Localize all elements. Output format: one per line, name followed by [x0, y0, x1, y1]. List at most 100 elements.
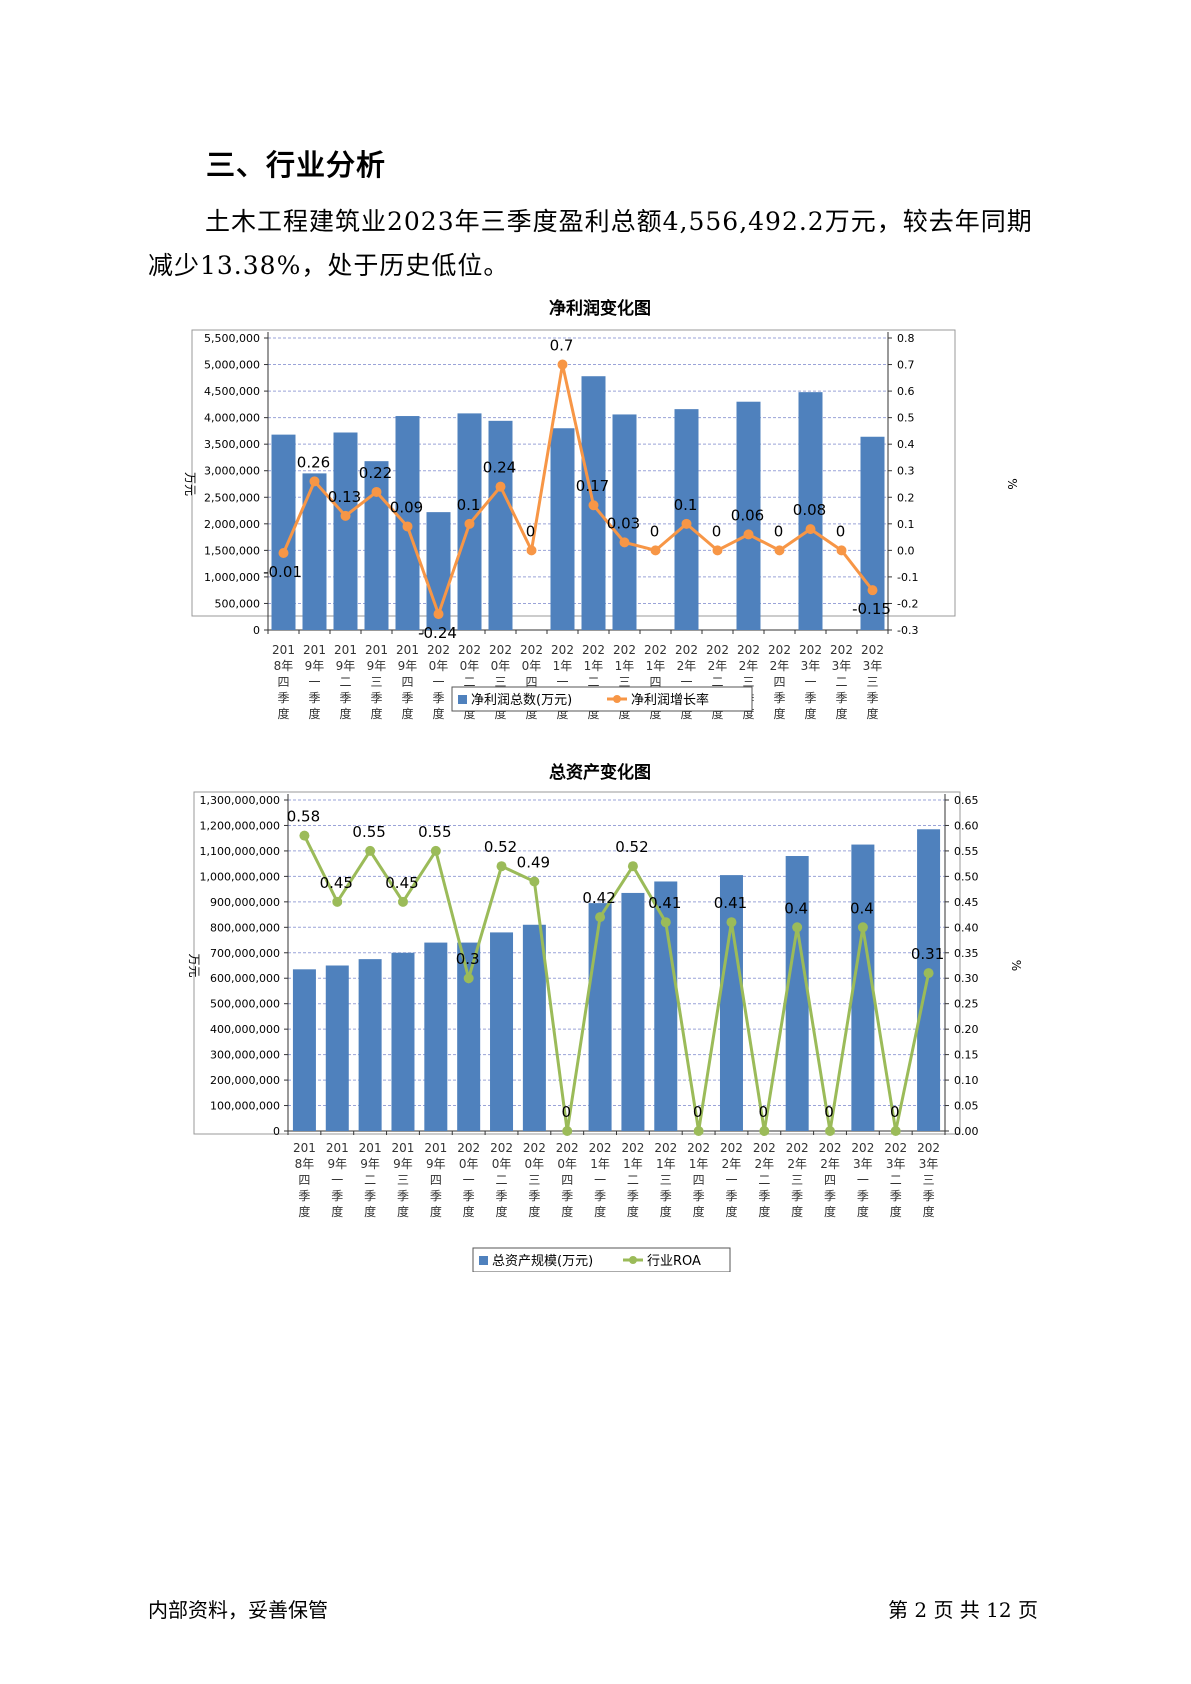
x-category-label: 四: [298, 1173, 310, 1187]
x-category-label: 度: [835, 706, 847, 721]
right-axis-tick-label: 0.40: [954, 921, 979, 934]
line-data-label: -0.24: [418, 624, 457, 642]
x-category-label: 四: [773, 675, 785, 689]
line-point: [278, 548, 289, 559]
left-axis-tick-label: 200,000,000: [210, 1074, 280, 1087]
x-category-label: 度: [660, 1204, 672, 1219]
x-category-label: 季: [308, 691, 320, 705]
line-point: [562, 1126, 573, 1136]
x-category-label: 度: [463, 1204, 475, 1219]
x-category-label: 一: [463, 1173, 475, 1187]
legend-line-marker: [613, 695, 621, 703]
legend-bar-swatch: [479, 1256, 488, 1265]
line-data-label: 0: [774, 522, 784, 540]
right-axis-tick-label: 0.10: [954, 1074, 979, 1087]
left-axis-tick-label: 3,500,000: [204, 438, 260, 451]
x-category-label: 季: [528, 1189, 540, 1203]
x-category-label: 二: [711, 675, 723, 689]
left-axis-tick-label: 4,000,000: [204, 412, 260, 425]
x-category-label: 0年: [557, 1157, 577, 1171]
x-category-label: 202: [582, 643, 605, 657]
bar: [391, 952, 415, 1131]
x-category-label: 季: [401, 691, 413, 705]
line-point: [693, 1126, 704, 1136]
left-axis-title: 万元: [183, 472, 197, 496]
x-category-label: 0年: [525, 1157, 545, 1171]
x-category-label: 一: [804, 675, 816, 689]
x-category-label: 202: [621, 1141, 644, 1155]
x-category-label: 202: [556, 1141, 579, 1155]
right-axis-tick-label: 0.7: [897, 359, 915, 372]
x-category-label: 季: [660, 1189, 672, 1203]
legend-line-label: 行业ROA: [647, 1254, 701, 1269]
line-data-label: 0: [824, 1103, 834, 1121]
x-category-label: 202: [851, 1141, 874, 1155]
x-category-label: 季: [430, 1189, 442, 1203]
x-category-label: 0年: [459, 1157, 479, 1171]
right-axis-tick-label: 0.3: [897, 465, 915, 478]
line-data-label: 0.31: [911, 945, 944, 963]
left-axis-tick-label: 500,000,000: [210, 998, 280, 1011]
bar: [333, 432, 358, 630]
line-point: [805, 524, 816, 535]
x-category-label: 一: [432, 675, 444, 689]
line-data-label: 0: [836, 522, 846, 540]
left-axis-tick-label: 2,000,000: [204, 518, 260, 531]
right-axis-tick-label: 0.1: [897, 518, 915, 531]
x-category-label: 9年: [398, 659, 418, 673]
x-category-label: 度: [866, 706, 878, 721]
right-axis-tick-label: 0.45: [954, 896, 979, 909]
x-category-label: 四: [430, 1173, 442, 1187]
x-category-label: 一: [308, 675, 320, 689]
bar: [424, 942, 448, 1131]
x-category-label: 1年: [615, 659, 635, 673]
section-paragraph: 土木工程建筑业2023年三季度盈利总额4,556,492.2万元，较去年同期减少…: [148, 207, 1033, 280]
left-axis-tick-label: 400,000,000: [210, 1023, 280, 1036]
x-category-label: 季: [463, 1189, 475, 1203]
x-category-label: 3年: [886, 1157, 906, 1171]
x-category-label: 四: [649, 675, 661, 689]
x-category-label: 季: [857, 1189, 869, 1203]
x-category-label: 季: [804, 691, 816, 705]
x-category-label: 季: [496, 1189, 508, 1203]
right-axis-tick-label: -0.2: [897, 597, 918, 610]
x-category-label: 202: [654, 1141, 677, 1155]
line-point: [681, 518, 692, 529]
x-category-label: 202: [490, 1141, 513, 1155]
line-series-path: [282, 364, 874, 619]
right-axis-tick-label: 0.2: [897, 491, 915, 504]
x-category-label: 二: [758, 1173, 770, 1187]
x-category-label: 一: [556, 675, 568, 689]
net-profit-chart-svg: 净利润变化图 0 500,000 1,000,000 1,500,000 2,000,00…: [183, 298, 1019, 721]
x-category-label: 202: [720, 1141, 743, 1155]
legend-box: [472, 1247, 731, 1273]
left-axis-tick-label: 300,000,000: [210, 1049, 280, 1062]
line-data-label: 0.08: [793, 501, 826, 519]
x-category-label: 202: [706, 643, 729, 657]
x-category-label: 一: [680, 675, 692, 689]
line-data-label: 0.1: [674, 496, 698, 514]
x-category-label: 度: [397, 1204, 409, 1219]
line-data-label: 0.41: [714, 894, 747, 912]
x-category-label: 1年: [656, 1157, 676, 1171]
x-category-label: 202: [753, 1141, 776, 1155]
x-category-label: 度: [277, 706, 289, 721]
left-axis-tick-label: 700,000,000: [210, 947, 280, 960]
x-category-label: 季: [432, 691, 444, 705]
line-point: [463, 973, 474, 984]
x-category-label: 度: [725, 1204, 737, 1219]
x-category-label: 201: [359, 1141, 382, 1155]
bar: [621, 892, 645, 1131]
line-series-path: [303, 834, 931, 1132]
line-point: [712, 545, 723, 556]
left-axis-tick-label: 1,000,000,000: [200, 870, 280, 883]
bar: [302, 473, 327, 630]
x-category-label: 9年: [336, 659, 356, 673]
right-axis-tick-label: 0.15: [954, 1049, 979, 1062]
x-category-label: 季: [277, 691, 289, 705]
x-category-label: 1年: [553, 659, 573, 673]
x-category-label: 201: [326, 1141, 349, 1155]
x-category-label: 9年: [305, 659, 325, 673]
x-category-label: 201: [272, 643, 295, 657]
total-assets-chart-svg: 总资产变化图 0 100,000,000 200,000,000 300,000,000…: [187, 762, 1023, 1273]
